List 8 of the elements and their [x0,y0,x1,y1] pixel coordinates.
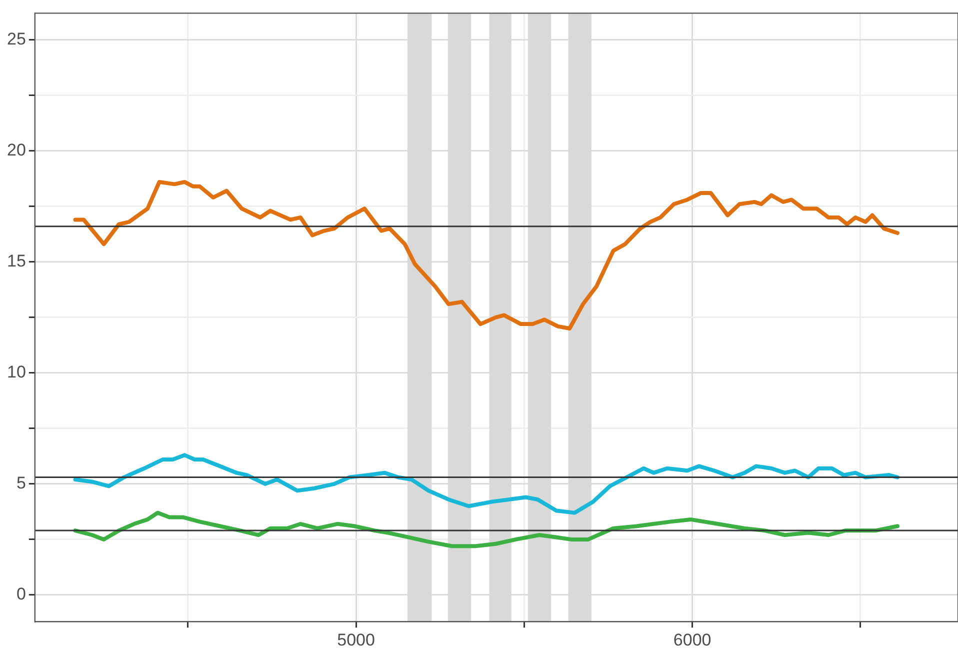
x-tick-label: 5000 [337,630,375,650]
y-tick-label: 5 [16,474,26,493]
y-tick-label: 0 [16,584,26,604]
y-tick-label: 20 [6,140,26,160]
y-tick-label: 15 [6,252,26,271]
x-tick-label: 6000 [673,630,712,650]
y-tick-label: 10 [6,362,26,382]
y-tick-label: 25 [6,30,26,49]
